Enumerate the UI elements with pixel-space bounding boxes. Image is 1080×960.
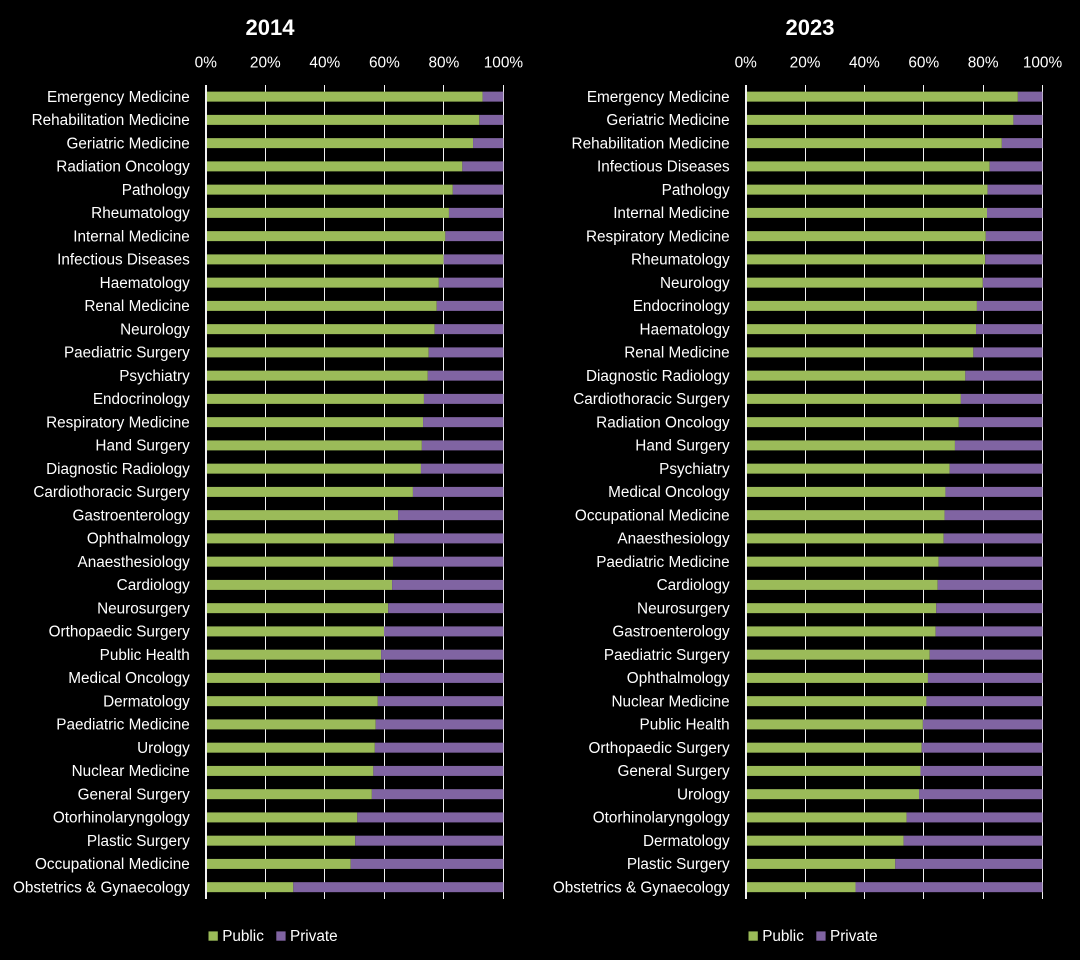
svg-text:80%: 80% — [968, 55, 999, 72]
svg-text:Neurology: Neurology — [120, 321, 190, 338]
svg-text:Rheumatology: Rheumatology — [631, 252, 730, 269]
svg-text:Haematology: Haematology — [100, 275, 190, 292]
svg-text:Emergency Medicine: Emergency Medicine — [47, 89, 190, 106]
svg-text:Private: Private — [290, 928, 338, 945]
svg-text:Urology: Urology — [677, 786, 730, 803]
svg-text:40%: 40% — [309, 55, 340, 72]
svg-text:Cardiothoracic Surgery: Cardiothoracic Surgery — [33, 484, 190, 501]
svg-text:Emergency Medicine: Emergency Medicine — [587, 89, 730, 106]
svg-text:Cardiology: Cardiology — [657, 577, 730, 594]
svg-text:Neurosurgery: Neurosurgery — [637, 600, 730, 617]
svg-text:80%: 80% — [428, 55, 459, 72]
svg-text:Paediatric Surgery: Paediatric Surgery — [604, 647, 730, 664]
svg-text:Paediatric Medicine: Paediatric Medicine — [596, 554, 730, 571]
svg-text:Renal Medicine: Renal Medicine — [84, 298, 189, 315]
svg-text:Public: Public — [222, 928, 264, 945]
svg-text:100%: 100% — [1023, 55, 1063, 72]
svg-text:Medical Oncology: Medical Oncology — [68, 670, 190, 687]
svg-text:60%: 60% — [369, 55, 400, 72]
svg-text:Internal Medicine: Internal Medicine — [613, 205, 730, 222]
svg-text:Respiratory Medicine: Respiratory Medicine — [586, 228, 730, 245]
svg-text:Endocrinology: Endocrinology — [633, 298, 730, 315]
svg-text:Internal Medicine: Internal Medicine — [73, 228, 190, 245]
svg-text:Radiation Oncology: Radiation Oncology — [56, 159, 190, 176]
svg-text:Nuclear Medicine: Nuclear Medicine — [72, 763, 190, 780]
svg-text:Plastic Surgery: Plastic Surgery — [87, 833, 190, 850]
svg-text:Cardiology: Cardiology — [117, 577, 190, 594]
svg-text:Geriatric Medicine: Geriatric Medicine — [67, 135, 190, 152]
svg-text:2023: 2023 — [786, 15, 835, 40]
svg-text:Anaesthesiology: Anaesthesiology — [617, 531, 730, 548]
svg-text:Hand Surgery: Hand Surgery — [635, 438, 730, 455]
svg-text:Psychiatry: Psychiatry — [659, 461, 730, 478]
svg-text:Paediatric Surgery: Paediatric Surgery — [64, 345, 190, 362]
svg-text:Occupational Medicine: Occupational Medicine — [575, 507, 730, 524]
svg-text:Occupational Medicine: Occupational Medicine — [35, 856, 190, 873]
svg-text:General Surgery: General Surgery — [78, 786, 191, 803]
svg-text:Plastic Surgery: Plastic Surgery — [627, 856, 730, 873]
svg-text:Gastroenterology: Gastroenterology — [72, 507, 190, 524]
svg-text:Infectious Diseases: Infectious Diseases — [57, 252, 190, 269]
svg-text:Public Health: Public Health — [100, 647, 190, 664]
svg-text:40%: 40% — [849, 55, 880, 72]
svg-text:Diagnostic Radiology: Diagnostic Radiology — [586, 368, 730, 385]
svg-text:Nuclear Medicine: Nuclear Medicine — [612, 693, 730, 710]
svg-text:Paediatric Medicine: Paediatric Medicine — [56, 717, 190, 734]
svg-text:Neurology: Neurology — [660, 275, 730, 292]
svg-text:Gastroenterology: Gastroenterology — [612, 624, 730, 641]
svg-text:20%: 20% — [250, 55, 281, 72]
svg-text:Rehabilitation Medicine: Rehabilitation Medicine — [32, 112, 190, 129]
svg-text:Otorhinolaryngology: Otorhinolaryngology — [53, 810, 190, 827]
svg-text:Rheumatology: Rheumatology — [91, 205, 190, 222]
svg-text:Ophthalmology: Ophthalmology — [87, 531, 190, 548]
svg-text:Private: Private — [830, 928, 878, 945]
svg-text:Neurosurgery: Neurosurgery — [97, 600, 190, 617]
svg-text:Infectious Diseases: Infectious Diseases — [597, 159, 730, 176]
svg-text:Psychiatry: Psychiatry — [119, 368, 190, 385]
svg-text:Public Health: Public Health — [640, 717, 730, 734]
svg-text:Hand Surgery: Hand Surgery — [95, 438, 190, 455]
svg-text:Cardiothoracic Surgery: Cardiothoracic Surgery — [573, 391, 730, 408]
svg-text:0%: 0% — [195, 55, 218, 72]
svg-text:20%: 20% — [790, 55, 821, 72]
svg-text:Urology: Urology — [137, 740, 190, 757]
svg-text:Obstetrics & Gynaecology: Obstetrics & Gynaecology — [553, 879, 730, 896]
svg-text:Otorhinolaryngology: Otorhinolaryngology — [593, 810, 730, 827]
svg-text:Obstetrics & Gynaecology: Obstetrics & Gynaecology — [13, 879, 190, 896]
svg-text:0%: 0% — [735, 55, 758, 72]
svg-text:60%: 60% — [908, 55, 939, 72]
svg-text:Endocrinology: Endocrinology — [93, 391, 190, 408]
svg-text:Orthopaedic Surgery: Orthopaedic Surgery — [49, 624, 190, 641]
svg-text:2014: 2014 — [246, 15, 296, 40]
svg-text:Ophthalmology: Ophthalmology — [627, 670, 730, 687]
svg-text:Pathology: Pathology — [662, 182, 730, 199]
svg-text:Respiratory Medicine: Respiratory Medicine — [46, 414, 190, 431]
svg-text:Haematology: Haematology — [640, 321, 730, 338]
svg-text:Dermatology: Dermatology — [643, 833, 730, 850]
svg-text:Diagnostic Radiology: Diagnostic Radiology — [46, 461, 190, 478]
svg-text:Public: Public — [762, 928, 804, 945]
svg-text:Anaesthesiology: Anaesthesiology — [78, 554, 191, 571]
svg-text:Geriatric Medicine: Geriatric Medicine — [606, 112, 729, 129]
svg-text:Pathology: Pathology — [122, 182, 190, 199]
svg-text:Dermatology: Dermatology — [103, 693, 190, 710]
svg-text:Renal Medicine: Renal Medicine — [624, 345, 729, 362]
svg-text:General Surgery: General Surgery — [617, 763, 730, 780]
svg-text:Radiation Oncology: Radiation Oncology — [596, 414, 730, 431]
svg-text:100%: 100% — [484, 55, 524, 72]
svg-text:Rehabilitation Medicine: Rehabilitation Medicine — [572, 135, 730, 152]
svg-text:Orthopaedic Surgery: Orthopaedic Surgery — [589, 740, 730, 757]
svg-text:Medical Oncology: Medical Oncology — [608, 484, 730, 501]
